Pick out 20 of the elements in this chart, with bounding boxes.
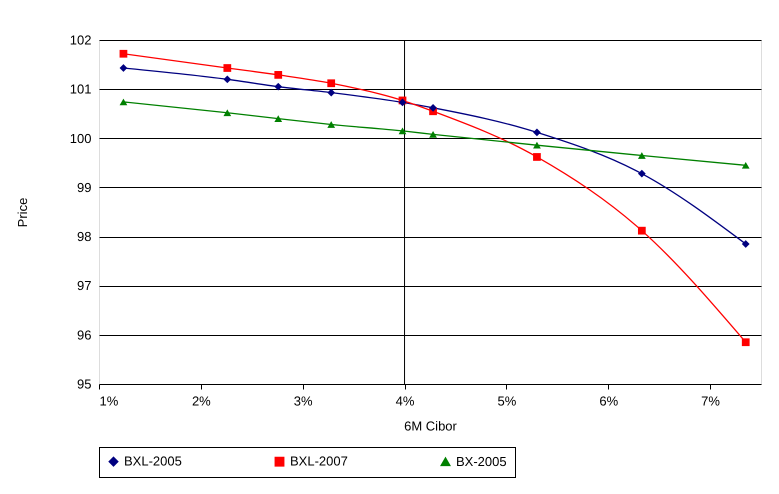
y-tick-label: 101 xyxy=(70,82,92,97)
x-tick-label: 2% xyxy=(192,394,212,408)
y-tick-label: 98 xyxy=(77,229,92,244)
y-tick-label: 99 xyxy=(77,180,92,195)
x-tick-label: 3% xyxy=(294,394,314,408)
y-tick-label: 97 xyxy=(77,278,92,294)
x-tick-label: 6% xyxy=(599,394,619,408)
x-axis-title: 6M Cibor xyxy=(404,418,458,434)
y-tick-label: 96 xyxy=(77,327,92,342)
legend-label: BXL-2005 xyxy=(124,454,182,469)
legend-label: BX-2005 xyxy=(456,454,507,469)
legend-label: BXL-2007 xyxy=(290,454,348,469)
y-tick-label: 95 xyxy=(77,376,92,392)
y-tick-label: 100 xyxy=(70,130,92,146)
x-tick-label: 7% xyxy=(701,394,720,408)
y-tick-label: 102 xyxy=(70,32,92,48)
x-tick-label: 4% xyxy=(396,394,415,408)
x-tick-label: 1% xyxy=(100,394,119,408)
y-axis-title: Price xyxy=(14,198,30,228)
x-tick-label: 5% xyxy=(497,394,517,408)
